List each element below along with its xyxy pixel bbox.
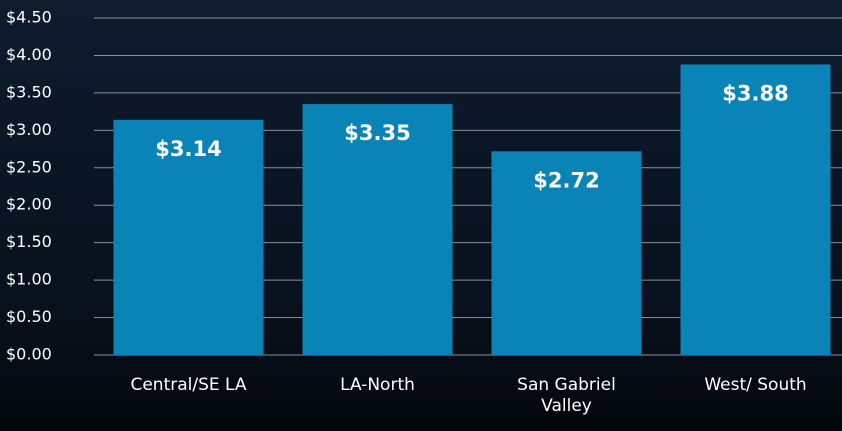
- bar: [491, 151, 642, 355]
- y-tick-label: $2.50: [6, 157, 52, 176]
- value-label: $3.35: [344, 121, 410, 145]
- x-tick-label: West/ South: [704, 375, 807, 395]
- value-label: $3.14: [155, 137, 221, 161]
- bar: [680, 64, 831, 355]
- value-label: $2.72: [533, 168, 599, 192]
- y-tick-label: $0.00: [6, 345, 52, 364]
- y-tick-label: $3.00: [6, 120, 52, 139]
- y-tick-label: $1.00: [6, 270, 52, 289]
- y-tick-label: $3.50: [6, 82, 52, 101]
- x-tick-label: LA-North: [340, 375, 415, 395]
- x-tick-label: Central/SE LA: [130, 375, 247, 395]
- y-tick-label: $2.00: [6, 195, 52, 214]
- y-tick-label: $1.50: [6, 232, 52, 251]
- value-label: $3.88: [722, 81, 788, 105]
- y-tick-label: $4.50: [6, 8, 52, 27]
- bar: [302, 104, 453, 355]
- y-tick-label: $0.50: [6, 307, 52, 326]
- y-tick-label: $4.00: [6, 45, 52, 64]
- bar: [113, 119, 264, 355]
- x-tick-label: San Gabriel Valley: [517, 375, 616, 416]
